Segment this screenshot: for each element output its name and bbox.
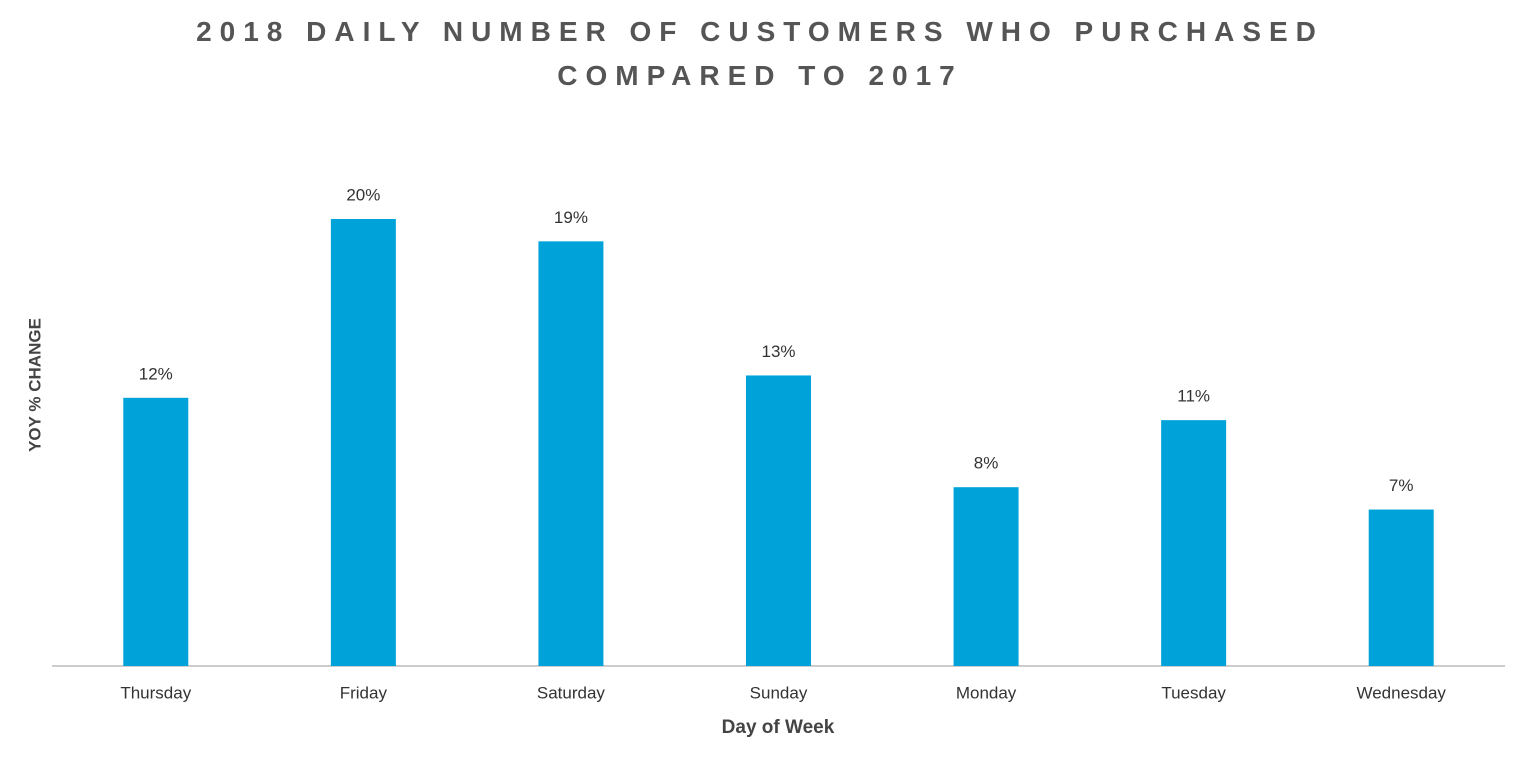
x-tick-label: Saturday [537, 683, 606, 702]
data-label: 12% [139, 364, 173, 383]
data-label: 20% [346, 185, 380, 204]
bar [746, 375, 811, 666]
chart-title: 2018 DAILY NUMBER OF CUSTOMERS WHO PURCH… [196, 16, 1324, 91]
data-label: 19% [554, 208, 588, 227]
bar [1161, 420, 1227, 666]
x-tick-label: Friday [340, 683, 388, 702]
data-label: 7% [1389, 476, 1414, 495]
x-tick-label: Sunday [750, 683, 808, 702]
bar [330, 219, 396, 666]
bar [123, 397, 189, 666]
x-tick-label: Tuesday [1161, 683, 1226, 702]
x-axis-label: Day of Week [722, 717, 835, 738]
data-label: 11% [1177, 387, 1210, 406]
bar [1368, 509, 1434, 666]
bar [953, 487, 1019, 666]
x-tick-label: Wednesday [1356, 683, 1446, 702]
bar [538, 241, 604, 666]
data-label: 8% [974, 454, 999, 473]
x-tick-label: Monday [956, 683, 1017, 702]
x-tick-label: Thursday [120, 683, 191, 702]
y-axis-label: YOY % CHANGE [25, 318, 44, 452]
data-label: 13% [761, 342, 795, 361]
